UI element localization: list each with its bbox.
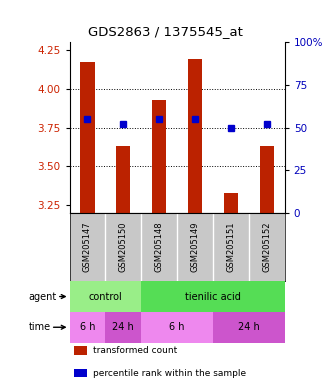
Bar [188, 59, 202, 213]
Bar [105, 312, 141, 343]
Text: GSM205152: GSM205152 [262, 222, 271, 272]
Bar [141, 312, 213, 343]
Text: GSM205149: GSM205149 [191, 222, 200, 272]
Text: agent: agent [28, 291, 65, 301]
Bar [152, 99, 166, 213]
Text: GSM205151: GSM205151 [226, 222, 235, 272]
Bar [70, 281, 141, 312]
Text: GSM205147: GSM205147 [83, 222, 92, 272]
Bar [213, 312, 285, 343]
Text: GSM205148: GSM205148 [155, 222, 164, 272]
Bar [80, 63, 95, 213]
Text: tienilic acid: tienilic acid [185, 291, 241, 301]
Text: GDS2863 / 1375545_at: GDS2863 / 1375545_at [88, 25, 243, 38]
Text: time: time [28, 322, 65, 332]
Text: 24 h: 24 h [113, 322, 134, 332]
Text: control: control [88, 291, 122, 301]
Bar [260, 146, 274, 213]
Bar [141, 281, 285, 312]
Bar [224, 193, 238, 213]
Bar [116, 146, 130, 213]
Bar [74, 346, 87, 355]
Text: 6 h: 6 h [169, 322, 185, 332]
Bar [74, 369, 87, 377]
Text: transformed count: transformed count [93, 346, 177, 355]
Text: 6 h: 6 h [80, 322, 95, 332]
Text: 24 h: 24 h [238, 322, 260, 332]
Bar [70, 312, 105, 343]
Text: percentile rank within the sample: percentile rank within the sample [93, 369, 246, 378]
Text: GSM205150: GSM205150 [119, 222, 128, 272]
